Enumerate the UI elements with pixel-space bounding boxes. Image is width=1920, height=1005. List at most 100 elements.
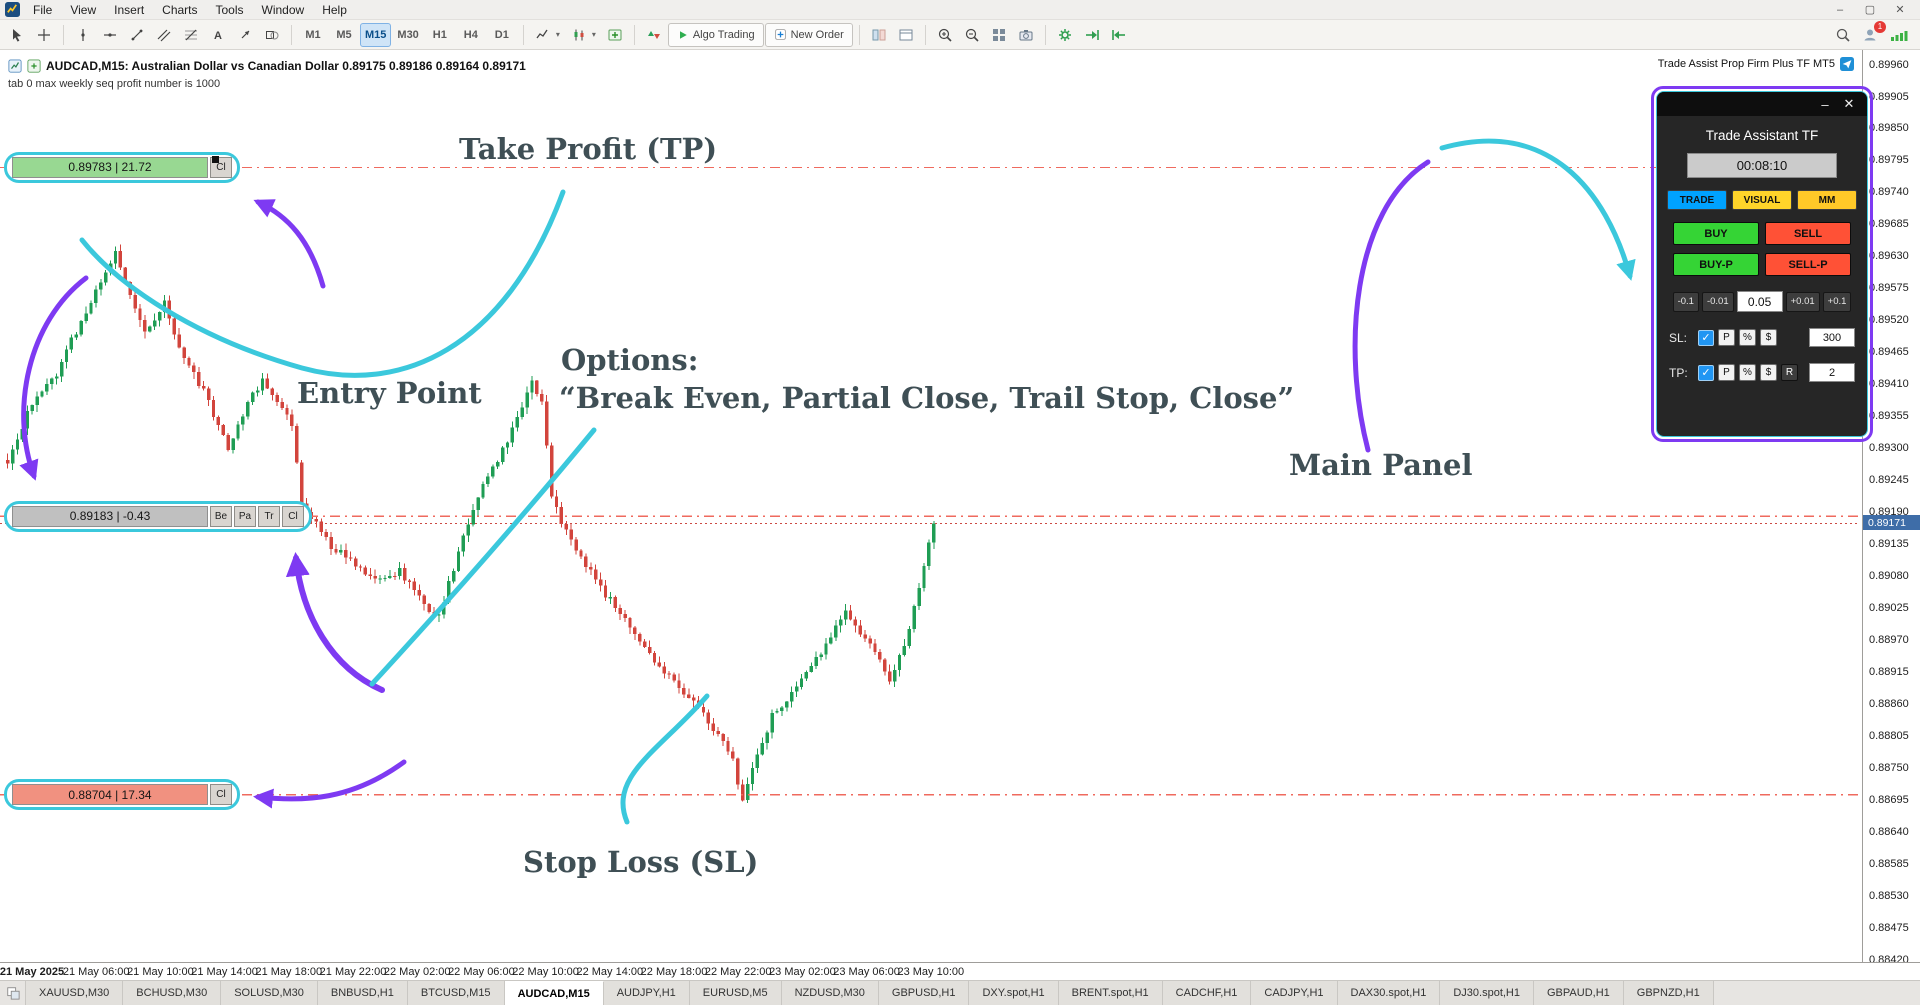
settings-gear-icon[interactable] xyxy=(1052,23,1078,47)
indicators-icon[interactable] xyxy=(602,23,628,47)
entry-tr-button[interactable]: Tr xyxy=(258,505,280,527)
buy-button[interactable]: BUY xyxy=(1673,222,1759,245)
lot-increment-0.01[interactable]: +0.01 xyxy=(1785,291,1820,312)
connection-status-icon[interactable] xyxy=(1884,23,1916,47)
notifications-icon[interactable]: 1 xyxy=(1857,20,1886,47)
symbol-tab-dxy-spot[interactable]: DXY.spot,H1 xyxy=(969,981,1059,1005)
lot-increment-0.1[interactable]: +0.1 xyxy=(1822,291,1852,312)
screenshot-icon[interactable] xyxy=(1013,23,1039,47)
sl-value-input[interactable]: 300 xyxy=(1809,328,1855,347)
symbol-tab-cadjpy[interactable]: CADJPY,H1 xyxy=(1251,981,1338,1005)
sell-button[interactable]: SELL xyxy=(1765,222,1851,245)
symbol-tab-eurusd[interactable]: EURUSD,M5 xyxy=(689,981,782,1005)
menu-insert[interactable]: Insert xyxy=(105,2,153,18)
symbol-tab-xauusd[interactable]: XAUUSD,M30 xyxy=(26,981,124,1005)
take-profit-label[interactable]: 0.89783 | 21.72 Cl xyxy=(4,151,240,183)
menu-window[interactable]: Window xyxy=(253,2,314,18)
chart-list-icon[interactable] xyxy=(0,981,26,1005)
symbol-tab-dj30-spot[interactable]: DJ30.spot,H1 xyxy=(1440,981,1534,1005)
symbol-tab-audjpy[interactable]: AUDJPY,H1 xyxy=(603,981,690,1005)
symbol-tab-gbpaud[interactable]: GBPAUD,H1 xyxy=(1534,981,1624,1005)
symbol-tab-bnbusd[interactable]: BNBUSD,H1 xyxy=(317,981,408,1005)
panel-minimize-button[interactable]: – xyxy=(1815,94,1835,114)
shapes-icon[interactable] xyxy=(259,23,285,47)
chart-shift-icon[interactable] xyxy=(1106,23,1132,47)
panel-close-button[interactable]: ✕ xyxy=(1839,94,1859,114)
sl-mode-percent[interactable]: % xyxy=(1739,329,1756,346)
algo-trading-button[interactable]: Algo Trading xyxy=(667,22,764,47)
sellp-button[interactable]: SELL-P xyxy=(1765,253,1851,276)
timeframe-h4[interactable]: H4 xyxy=(456,23,486,47)
symbol-tab-brent-spot[interactable]: BRENT.spot,H1 xyxy=(1058,981,1163,1005)
symbol-tab-gbpusd[interactable]: GBPUSD,H1 xyxy=(878,981,970,1005)
tp-drag-handle[interactable] xyxy=(212,156,219,164)
timeframe-m1[interactable]: M1 xyxy=(298,23,328,47)
entry-be-button[interactable]: Be xyxy=(210,505,232,527)
window-maximize-button[interactable]: ▢ xyxy=(1855,1,1885,18)
timeframe-m30[interactable]: M30 xyxy=(392,23,423,47)
candlestick-chart-type-icon[interactable]: ▾ xyxy=(566,23,601,47)
timeframe-m5[interactable]: M5 xyxy=(329,23,359,47)
timeframe-m15[interactable]: M15 xyxy=(360,22,392,47)
tile-windows-icon[interactable] xyxy=(986,23,1012,47)
symbol-tab-solusd[interactable]: SOLUSD,M30 xyxy=(221,981,318,1005)
sl-mode-p[interactable]: P xyxy=(1718,329,1735,346)
lot-value-input[interactable]: 0.05 xyxy=(1736,291,1783,312)
auto-scroll-icon[interactable] xyxy=(1079,23,1105,47)
buy-sell-arrows-icon[interactable] xyxy=(641,23,667,47)
menu-help[interactable]: Help xyxy=(313,2,356,18)
symbol-tab-btcusd[interactable]: BTCUSD,M15 xyxy=(407,981,505,1005)
search-icon[interactable] xyxy=(1830,23,1856,47)
panel-tab-visual[interactable]: VISUAL xyxy=(1732,190,1792,210)
tp-checkbox[interactable]: ✓ xyxy=(1698,364,1714,381)
zoom-out-icon[interactable] xyxy=(959,23,985,47)
timeframe-d1[interactable]: D1 xyxy=(487,23,517,47)
zoom-in-icon[interactable] xyxy=(932,23,958,47)
window-minimize-button[interactable]: – xyxy=(1825,1,1855,18)
symbol-tab-cadchf[interactable]: CADCHF,H1 xyxy=(1162,981,1252,1005)
lot-decrement-0.1[interactable]: -0.1 xyxy=(1672,291,1699,312)
window-close-button[interactable]: ✕ xyxy=(1885,1,1915,18)
stop-loss-label[interactable]: 0.88704 | 17.34 Cl xyxy=(4,779,240,811)
tp-mode-dollar[interactable]: $ xyxy=(1760,364,1777,381)
buyp-button[interactable]: BUY-P xyxy=(1673,253,1759,276)
time-axis[interactable]: 21 May 2025 21 May 06:00 21 May 10:00 21 Ma… xyxy=(0,962,1920,980)
tp-mode-percent[interactable]: % xyxy=(1739,364,1756,381)
crosshair-icon[interactable] xyxy=(31,23,57,47)
menu-tools[interactable]: Tools xyxy=(207,2,253,18)
chart-area[interactable]: AUDCAD,M15: Australian Dollar vs Canadia… xyxy=(0,50,1920,962)
symbol-tab-bchusd[interactable]: BCHUSD,M30 xyxy=(123,981,222,1005)
panel-tab-trade[interactable]: TRADE xyxy=(1667,190,1727,210)
chart-window-icon[interactable] xyxy=(893,23,919,47)
sl-cl-button[interactable]: Cl xyxy=(210,784,232,806)
menu-view[interactable]: View xyxy=(61,2,105,18)
panel-titlebar[interactable]: – ✕ xyxy=(1657,92,1867,116)
lot-decrement-0.01[interactable]: -0.01 xyxy=(1701,291,1734,312)
timeframe-h1[interactable]: H1 xyxy=(425,23,455,47)
symbol-tab-gbpnzd[interactable]: GBPNZD,H1 xyxy=(1623,981,1714,1005)
depth-of-market-icon[interactable] xyxy=(866,23,892,47)
trendline-icon[interactable] xyxy=(124,23,150,47)
cursor-icon[interactable] xyxy=(4,23,30,47)
tp-value-input[interactable]: 2 xyxy=(1809,363,1855,382)
line-chart-type-icon[interactable]: ▾ xyxy=(530,23,565,47)
menu-charts[interactable]: Charts xyxy=(153,2,206,18)
arrow-icon[interactable] xyxy=(232,23,258,47)
vertical-line-icon[interactable] xyxy=(70,23,96,47)
text-icon[interactable]: A xyxy=(205,23,231,47)
channel-icon[interactable] xyxy=(151,23,177,47)
menu-file[interactable]: File xyxy=(24,2,61,18)
entry-cl-button[interactable]: Cl xyxy=(282,505,304,527)
sl-mode-dollar[interactable]: $ xyxy=(1760,329,1777,346)
symbol-tab-nzdusd[interactable]: NZDUSD,M30 xyxy=(781,981,879,1005)
new-order-button[interactable]: New Order xyxy=(764,22,853,47)
horizontal-line-icon[interactable] xyxy=(97,23,123,47)
sl-checkbox[interactable]: ✓ xyxy=(1698,329,1714,346)
entry-label[interactable]: 0.89183 | -0.43 Be Pa Tr Cl xyxy=(4,500,312,532)
tp-mode-p[interactable]: P xyxy=(1718,364,1735,381)
telegram-icon[interactable] xyxy=(1840,57,1854,71)
panel-tab-mm[interactable]: MM xyxy=(1797,190,1857,210)
symbol-tab-dax30-spot[interactable]: DAX30.spot,H1 xyxy=(1337,981,1441,1005)
entry-pa-button[interactable]: Pa xyxy=(234,505,256,527)
tp-mode-r[interactable]: R xyxy=(1781,364,1798,381)
